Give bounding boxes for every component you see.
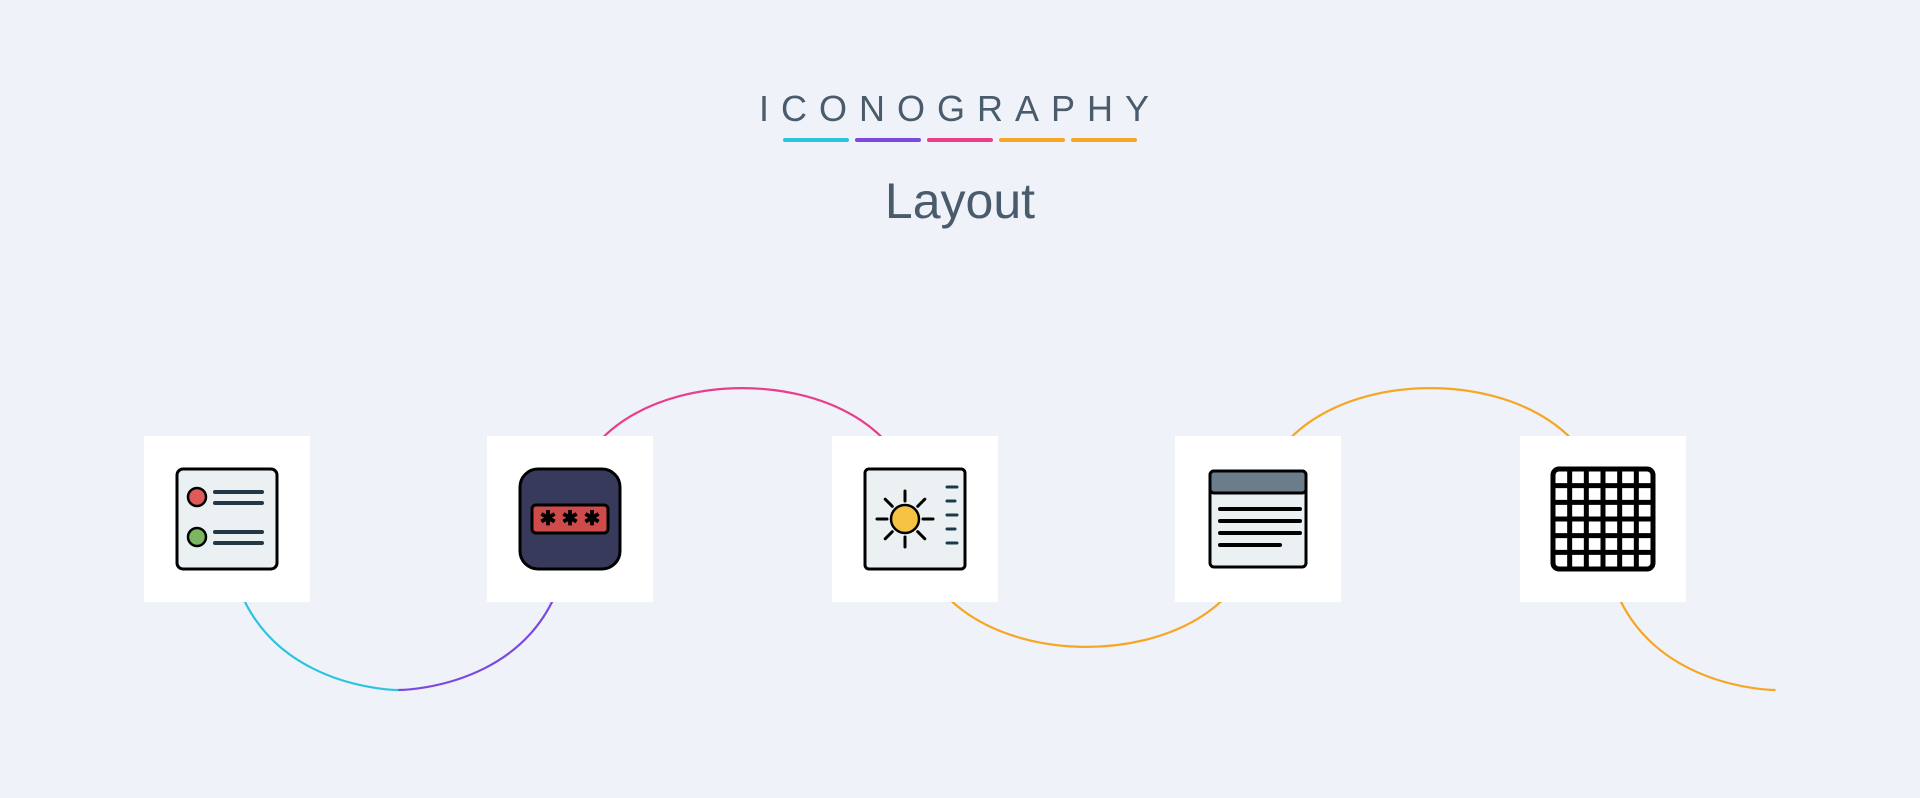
brightness-icon bbox=[832, 436, 998, 602]
brand-text: ICONOGRAPHY bbox=[759, 88, 1161, 130]
underline-seg-3 bbox=[927, 138, 993, 142]
grid-icon bbox=[1520, 436, 1686, 602]
pack-title: Layout bbox=[759, 172, 1161, 230]
underline-seg-1 bbox=[783, 138, 849, 142]
brand-underline bbox=[759, 138, 1161, 142]
password-field-icon: ✱✱✱ bbox=[487, 436, 653, 602]
underline-seg-2 bbox=[855, 138, 921, 142]
svg-text:✱: ✱ bbox=[584, 508, 601, 530]
header: ICONOGRAPHY Layout bbox=[759, 88, 1161, 230]
underline-seg-5 bbox=[1071, 138, 1137, 142]
text-window-icon bbox=[1175, 436, 1341, 602]
svg-text:✱: ✱ bbox=[540, 508, 557, 530]
options-list-icon bbox=[144, 436, 310, 602]
svg-text:✱: ✱ bbox=[562, 508, 579, 530]
underline-seg-4 bbox=[999, 138, 1065, 142]
